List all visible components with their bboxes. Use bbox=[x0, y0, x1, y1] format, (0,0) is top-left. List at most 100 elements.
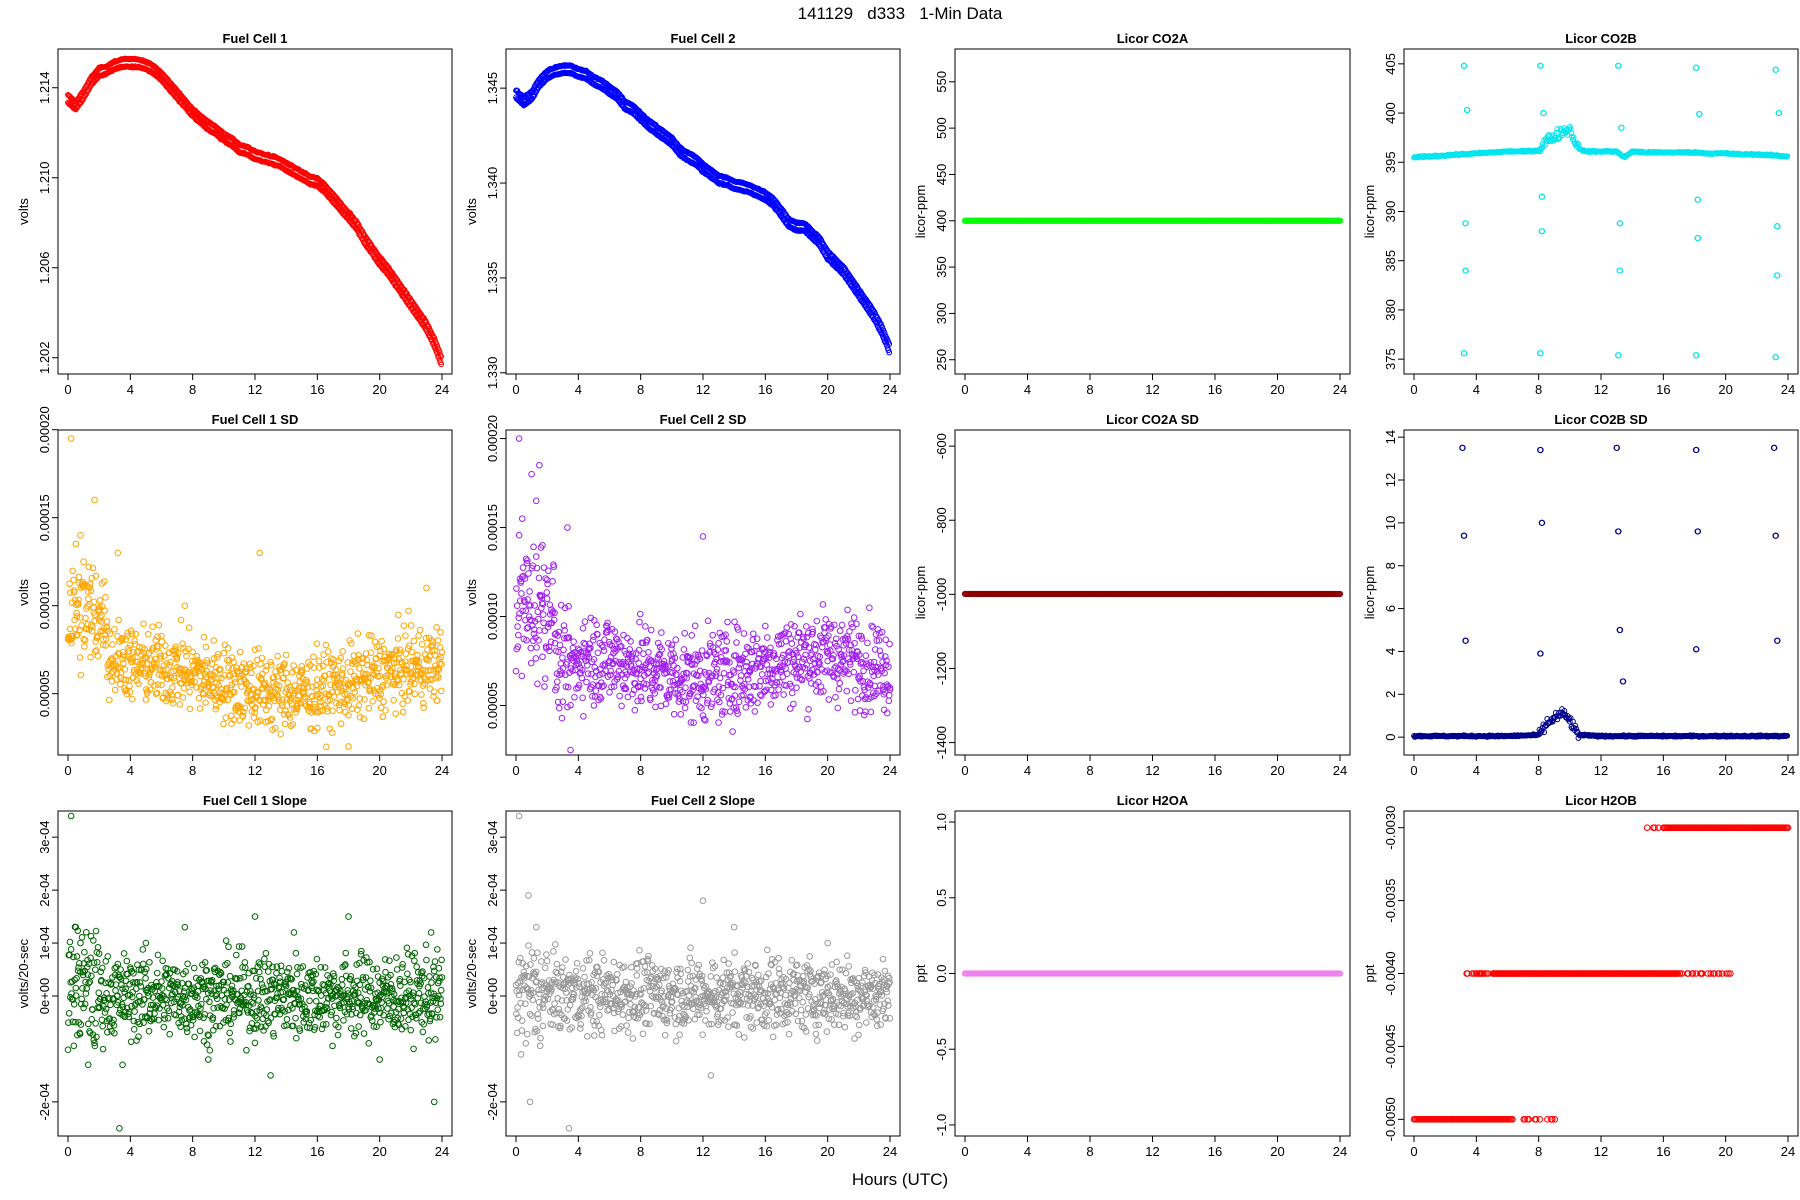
data-point bbox=[704, 617, 712, 625]
data-point bbox=[788, 689, 796, 697]
data-point bbox=[797, 610, 804, 618]
x-tick-label: 0 bbox=[512, 763, 519, 778]
data-point bbox=[590, 702, 598, 709]
data-point bbox=[515, 435, 523, 442]
data-point bbox=[724, 618, 731, 626]
data-point bbox=[115, 616, 122, 624]
data-point bbox=[541, 683, 548, 690]
data-point bbox=[581, 618, 589, 625]
data-point bbox=[334, 688, 342, 696]
data-point bbox=[561, 604, 569, 612]
data-point bbox=[76, 654, 84, 661]
panel-title: Fuel Cell 1 SD bbox=[212, 412, 299, 427]
data-point bbox=[555, 704, 563, 712]
data-point bbox=[94, 652, 102, 660]
x-tick-label: 24 bbox=[883, 382, 897, 397]
data-point bbox=[804, 715, 811, 723]
x-tick-label: 4 bbox=[1473, 382, 1480, 397]
data-point bbox=[790, 700, 797, 708]
data-point bbox=[553, 678, 561, 685]
data-point bbox=[103, 618, 111, 625]
data-point bbox=[682, 684, 689, 691]
y-tick-label: 500 bbox=[934, 117, 949, 139]
y-axis-label: volts bbox=[464, 198, 479, 225]
data-point bbox=[518, 590, 525, 597]
data-point bbox=[620, 631, 627, 639]
data-point bbox=[339, 648, 346, 655]
data-point bbox=[802, 623, 810, 630]
data-point bbox=[245, 722, 253, 729]
y-tick-label: 0.00005 bbox=[485, 682, 500, 729]
data-point bbox=[324, 648, 332, 655]
data-point bbox=[862, 708, 869, 715]
data-point bbox=[438, 661, 445, 668]
x-tick-label: 20 bbox=[820, 382, 834, 397]
x-tick-label: 20 bbox=[1718, 382, 1732, 397]
panel-title: Fuel Cell 2 bbox=[670, 31, 735, 46]
data-point bbox=[713, 665, 721, 673]
data-point bbox=[518, 515, 526, 522]
data-point bbox=[121, 666, 129, 673]
data-point bbox=[767, 701, 775, 708]
data-point bbox=[345, 743, 352, 750]
data-point bbox=[75, 573, 83, 581]
data-point bbox=[169, 684, 176, 691]
data-point bbox=[836, 627, 844, 635]
data-point bbox=[838, 621, 846, 629]
data-point bbox=[369, 698, 376, 705]
data-point bbox=[437, 687, 445, 695]
data-point bbox=[179, 694, 187, 701]
data-point bbox=[856, 707, 864, 714]
data-point bbox=[221, 641, 229, 649]
data-point bbox=[637, 675, 644, 683]
data-point bbox=[336, 706, 343, 714]
data-point bbox=[251, 646, 259, 653]
data-point bbox=[691, 622, 699, 630]
x-tick-label: 24 bbox=[883, 763, 897, 778]
data-point bbox=[832, 693, 839, 701]
data-point bbox=[883, 709, 891, 717]
y-axis-label: volts bbox=[464, 579, 479, 606]
data-point bbox=[383, 681, 390, 689]
x-tick-label: 8 bbox=[637, 382, 644, 397]
data-point bbox=[256, 549, 263, 557]
data-point bbox=[265, 702, 273, 710]
data-point bbox=[593, 621, 600, 629]
data-point bbox=[347, 668, 354, 675]
data-point bbox=[751, 708, 759, 715]
data-point bbox=[665, 640, 672, 647]
data-point bbox=[624, 634, 631, 642]
data-point bbox=[313, 640, 321, 648]
data-point bbox=[616, 692, 623, 700]
data-point bbox=[438, 361, 445, 368]
x-tick-label: 12 bbox=[248, 382, 262, 397]
x-tick-label: 8 bbox=[1535, 382, 1542, 397]
data-point bbox=[783, 670, 791, 678]
x-tick-label: 24 bbox=[435, 763, 449, 778]
data-points bbox=[1411, 62, 1791, 361]
data-point bbox=[753, 642, 760, 650]
panel-title: Fuel Cell 2 SD bbox=[660, 412, 747, 427]
data-point bbox=[111, 625, 118, 633]
data-point bbox=[416, 626, 424, 634]
x-tick-label: 12 bbox=[248, 763, 262, 778]
data-point bbox=[248, 669, 255, 677]
data-point bbox=[834, 704, 842, 712]
plot-frame bbox=[1403, 48, 1799, 375]
x-tick-label: 4 bbox=[575, 382, 582, 397]
data-point bbox=[225, 664, 232, 671]
data-point bbox=[658, 629, 665, 636]
data-point bbox=[189, 648, 196, 656]
x-tick-label: 12 bbox=[1594, 382, 1608, 397]
data-point bbox=[220, 720, 227, 728]
y-tick-label: 0.00020 bbox=[37, 406, 52, 453]
data-point bbox=[262, 706, 270, 714]
data-point bbox=[638, 697, 645, 705]
data-point bbox=[579, 694, 586, 702]
data-point bbox=[277, 730, 285, 738]
x-tick-label: 0 bbox=[961, 382, 968, 397]
data-point bbox=[850, 668, 858, 676]
